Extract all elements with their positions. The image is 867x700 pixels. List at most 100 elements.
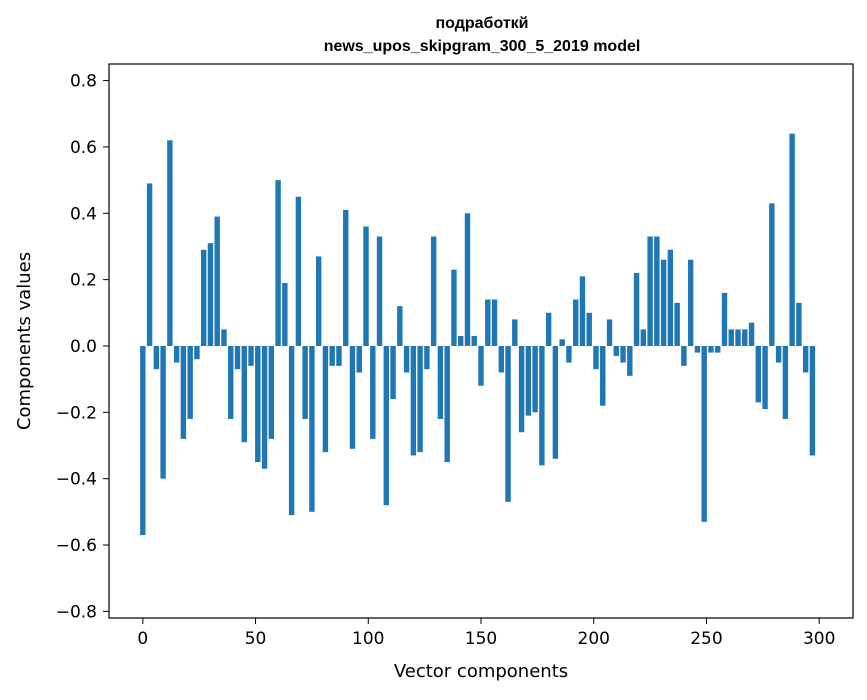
y-tick-label: −0.6 (56, 536, 97, 556)
y-tick-label: 0.2 (70, 271, 97, 291)
x-tick-label: 150 (465, 629, 497, 649)
bar (167, 140, 173, 346)
bar (194, 345, 200, 360)
bar (552, 345, 559, 459)
bar (424, 345, 430, 370)
bar (667, 249, 674, 346)
bar (674, 302, 680, 346)
bar (221, 329, 227, 346)
bar (687, 259, 694, 346)
bar (762, 345, 768, 410)
bar (796, 302, 802, 346)
bar (613, 345, 619, 356)
bar (802, 345, 809, 373)
y-tick-label: 0.6 (70, 138, 97, 158)
bar (255, 345, 261, 463)
bar (146, 183, 153, 346)
bar (410, 345, 417, 456)
bar (715, 345, 721, 353)
bar (775, 345, 782, 363)
bar (471, 336, 477, 346)
bar (545, 312, 552, 346)
bar (640, 329, 647, 346)
x-tick-label: 0 (137, 629, 148, 649)
bar (572, 299, 579, 346)
bar (363, 226, 369, 346)
bar (200, 249, 207, 346)
x-tick-label: 200 (578, 629, 610, 649)
bar (518, 345, 525, 433)
bar (600, 345, 606, 406)
bar (769, 203, 775, 346)
x-tick-label: 250 (690, 629, 722, 649)
bar (390, 345, 396, 400)
chart-title-line1: подработкй (436, 15, 529, 32)
bar (654, 236, 660, 346)
y-tick-label: 0.0 (70, 337, 97, 357)
bar (329, 345, 335, 366)
y-tick-label: 0.8 (70, 72, 97, 92)
bar (153, 345, 160, 370)
bar (315, 256, 322, 346)
bar (491, 299, 498, 346)
bar (660, 259, 667, 346)
x-tick-label: 50 (245, 629, 267, 649)
bar (228, 345, 234, 419)
bar (498, 345, 504, 373)
bar (586, 312, 592, 346)
bar (559, 339, 565, 346)
y-tick-label: −0.4 (56, 470, 97, 490)
bar (458, 336, 464, 346)
bar (512, 319, 518, 346)
bar (376, 236, 383, 346)
y-ticks: −0.8 −0.6 −0.4 −0.2 0.0 0.2 0.4 0.6 0.8 (56, 72, 109, 622)
bar (403, 345, 410, 373)
x-tick-label: 100 (352, 629, 384, 649)
bar (532, 345, 538, 413)
bar (397, 306, 403, 346)
bar (234, 345, 241, 370)
bar (349, 345, 356, 449)
bar (485, 299, 491, 346)
bar (173, 345, 180, 363)
bar (809, 345, 816, 456)
bar (160, 345, 166, 479)
bar (593, 345, 599, 370)
bar (647, 236, 653, 346)
bar (383, 345, 390, 506)
bar (755, 345, 762, 403)
bar (187, 345, 193, 419)
bar (539, 345, 545, 466)
bar (282, 282, 288, 346)
bar (444, 345, 450, 463)
y-tick-label: 0.4 (70, 204, 97, 224)
bar (437, 345, 444, 419)
bar (336, 345, 342, 366)
bar (701, 345, 707, 522)
bar (721, 292, 728, 346)
bar (708, 345, 714, 353)
bar (478, 345, 484, 386)
bar (268, 345, 275, 439)
bar (505, 345, 511, 502)
bar (295, 196, 302, 346)
bar (579, 276, 586, 346)
bar (370, 345, 376, 439)
bar (620, 345, 626, 363)
x-axis-label: Vector components (394, 661, 568, 682)
bar (275, 180, 281, 346)
bar (694, 345, 701, 353)
bar (322, 345, 329, 453)
bar (356, 345, 362, 373)
bar (742, 329, 748, 346)
x-ticks: 0 50 100 150 200 250 300 (137, 618, 835, 649)
bar (214, 216, 220, 346)
bar (464, 213, 471, 346)
bar (728, 329, 734, 346)
y-tick-label: −0.8 (56, 602, 97, 622)
bar (302, 345, 308, 419)
x-tick-label: 300 (803, 629, 835, 649)
